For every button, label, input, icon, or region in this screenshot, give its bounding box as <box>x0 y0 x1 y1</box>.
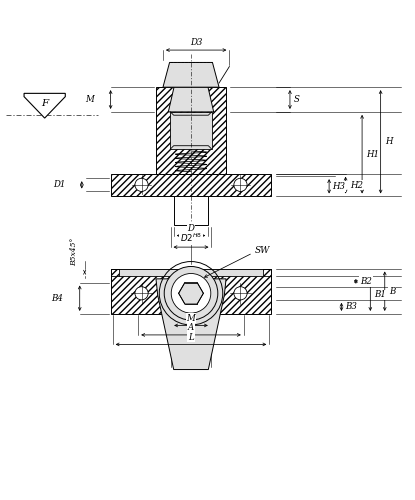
Bar <box>171 112 212 149</box>
Bar <box>119 268 263 276</box>
Text: B3: B3 <box>346 302 357 312</box>
Text: B5x45°: B5x45° <box>71 238 78 266</box>
Text: B1: B1 <box>374 290 386 300</box>
Circle shape <box>135 178 148 192</box>
Circle shape <box>135 286 148 300</box>
Polygon shape <box>178 282 203 304</box>
Circle shape <box>164 266 218 320</box>
Text: D1: D1 <box>53 180 65 190</box>
Text: H1: H1 <box>366 150 379 158</box>
Text: H: H <box>385 138 392 146</box>
Bar <box>111 174 271 197</box>
Text: D3: D3 <box>190 38 203 47</box>
Text: S: S <box>294 95 300 104</box>
Bar <box>156 87 226 174</box>
Text: H2: H2 <box>350 180 363 190</box>
Text: B2: B2 <box>360 277 372 286</box>
Circle shape <box>234 178 247 192</box>
Text: H3: H3 <box>332 182 345 191</box>
Polygon shape <box>168 87 214 112</box>
Text: F: F <box>41 99 48 108</box>
Text: L: L <box>188 332 194 342</box>
Polygon shape <box>163 62 219 87</box>
Text: D: D <box>188 224 195 232</box>
Circle shape <box>234 286 247 300</box>
Text: B4: B4 <box>51 294 63 302</box>
Bar <box>174 196 208 226</box>
Text: A: A <box>188 323 194 332</box>
Text: M: M <box>85 95 94 104</box>
Circle shape <box>171 274 211 313</box>
Text: M: M <box>187 314 195 322</box>
Text: B: B <box>389 286 395 296</box>
Text: $D2^{H8}$: $D2^{H8}$ <box>180 232 202 244</box>
Text: SW: SW <box>255 246 270 256</box>
Bar <box>111 268 271 314</box>
Polygon shape <box>156 279 226 370</box>
Polygon shape <box>24 94 65 118</box>
